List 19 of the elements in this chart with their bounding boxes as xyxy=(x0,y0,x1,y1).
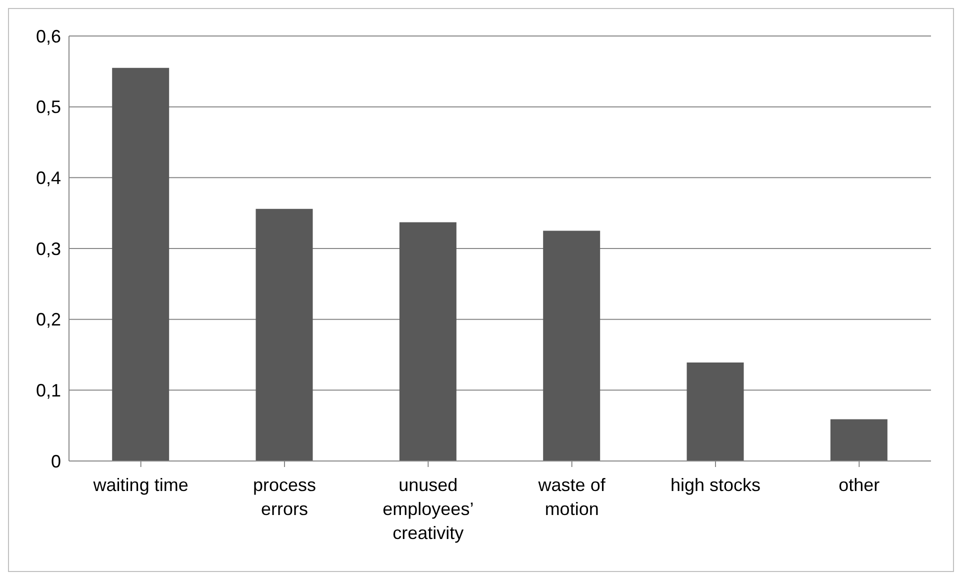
y-tick-label: 0,1 xyxy=(36,380,61,401)
x-tick-label: high stocks xyxy=(670,475,761,495)
x-tick-label: waste of motion xyxy=(537,475,606,519)
y-tick-label: 0,4 xyxy=(36,168,61,188)
bar xyxy=(399,222,456,461)
x-tick-label: process errors xyxy=(252,475,316,519)
bar xyxy=(112,68,170,461)
y-tick-label: 0 xyxy=(50,451,61,472)
x-tick-label: waiting time xyxy=(92,475,188,495)
y-tick-label: 0,2 xyxy=(36,310,61,330)
bar xyxy=(830,419,888,461)
x-tick-label: unused employees’ creativity xyxy=(382,475,474,543)
bar xyxy=(686,362,744,461)
bar xyxy=(256,208,313,461)
y-tick-label: 0,3 xyxy=(36,238,61,259)
x-tick-label: other xyxy=(838,475,880,495)
y-tick-label: 0,6 xyxy=(36,26,61,46)
y-tick-label: 0,5 xyxy=(36,97,61,118)
bar xyxy=(543,230,600,461)
